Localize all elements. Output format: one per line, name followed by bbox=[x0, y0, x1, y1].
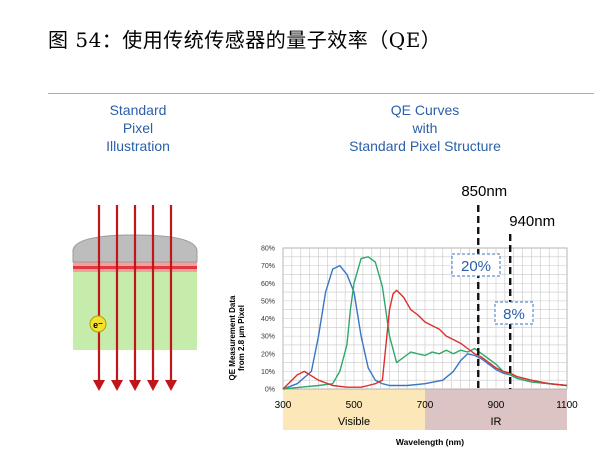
y-tick-label: 80% bbox=[261, 246, 275, 253]
x-tick-label: 700 bbox=[417, 400, 434, 411]
curves-heading-line: Standard Pixel Structure bbox=[349, 138, 501, 154]
electron-icon bbox=[89, 315, 107, 333]
curves-heading-line: QE Curves bbox=[390, 102, 460, 118]
arrow-down-icon bbox=[111, 380, 123, 391]
band-label: Visible bbox=[338, 416, 370, 428]
arrow-down-icon bbox=[93, 380, 105, 391]
band-visible bbox=[283, 389, 425, 430]
electron-label: e⁻ bbox=[93, 320, 103, 330]
pixel-heading-line: Standard bbox=[109, 102, 167, 118]
band-label: IR bbox=[491, 416, 502, 428]
figure-title: 图 54：使用传统传感器的量子效率（QE） bbox=[48, 28, 442, 52]
light-rays bbox=[97, 205, 173, 385]
y-tick-label: 0% bbox=[265, 387, 275, 394]
title-divider bbox=[48, 93, 594, 94]
y-tick-label: 10% bbox=[261, 369, 275, 376]
x-tick-label: 900 bbox=[488, 400, 505, 411]
series-line-red bbox=[282, 289, 568, 390]
curves-heading-line: with bbox=[412, 120, 438, 136]
marker-label: 940nm bbox=[509, 213, 555, 230]
y-tick-label: 60% bbox=[261, 281, 275, 288]
annotation-box bbox=[451, 253, 501, 277]
y-axis-label: QE Measurement Data bbox=[228, 295, 237, 380]
x-axis-label: Wavelength (nm) bbox=[396, 437, 464, 447]
pixel-heading-line: Pixel bbox=[122, 120, 154, 136]
y-axis-label: from 2.8 µm Pixel bbox=[237, 305, 246, 371]
pixel-illustration-heading: Standard Pixel Illustration bbox=[88, 101, 188, 155]
annotation-box bbox=[494, 301, 534, 325]
x-tick-label: 1100 bbox=[556, 400, 578, 411]
pixel-heading-line: Illustration bbox=[106, 138, 170, 154]
y-tick-label: 70% bbox=[261, 263, 275, 270]
arrow-down-icon bbox=[147, 380, 159, 391]
x-tick-label: 500 bbox=[346, 400, 363, 411]
y-tick-labels: 0% 10% 20% 30% 40% 50% 60% 70% 80% bbox=[261, 246, 275, 394]
ray-arrowheads bbox=[93, 380, 177, 391]
y-tick-label: 30% bbox=[261, 334, 275, 341]
marker-label: 850nm bbox=[461, 183, 507, 200]
y-tick-label: 20% bbox=[261, 351, 275, 358]
x-tick-labels: 300 500 700 900 1100 bbox=[275, 400, 579, 411]
x-tick-label: 300 bbox=[275, 400, 292, 411]
band-ir bbox=[425, 389, 567, 430]
y-tick-label: 40% bbox=[261, 316, 275, 323]
arrow-down-icon bbox=[165, 380, 177, 391]
band-layer: Visible IR bbox=[283, 389, 567, 430]
annotation-label: 20% bbox=[461, 258, 491, 275]
y-tick-label: 50% bbox=[261, 298, 275, 305]
qe-curves-heading: QE Curves with Standard Pixel Structure bbox=[320, 101, 530, 155]
annotation-label: 8% bbox=[503, 306, 525, 323]
arrow-down-icon bbox=[129, 380, 141, 391]
series-layer bbox=[282, 256, 568, 390]
